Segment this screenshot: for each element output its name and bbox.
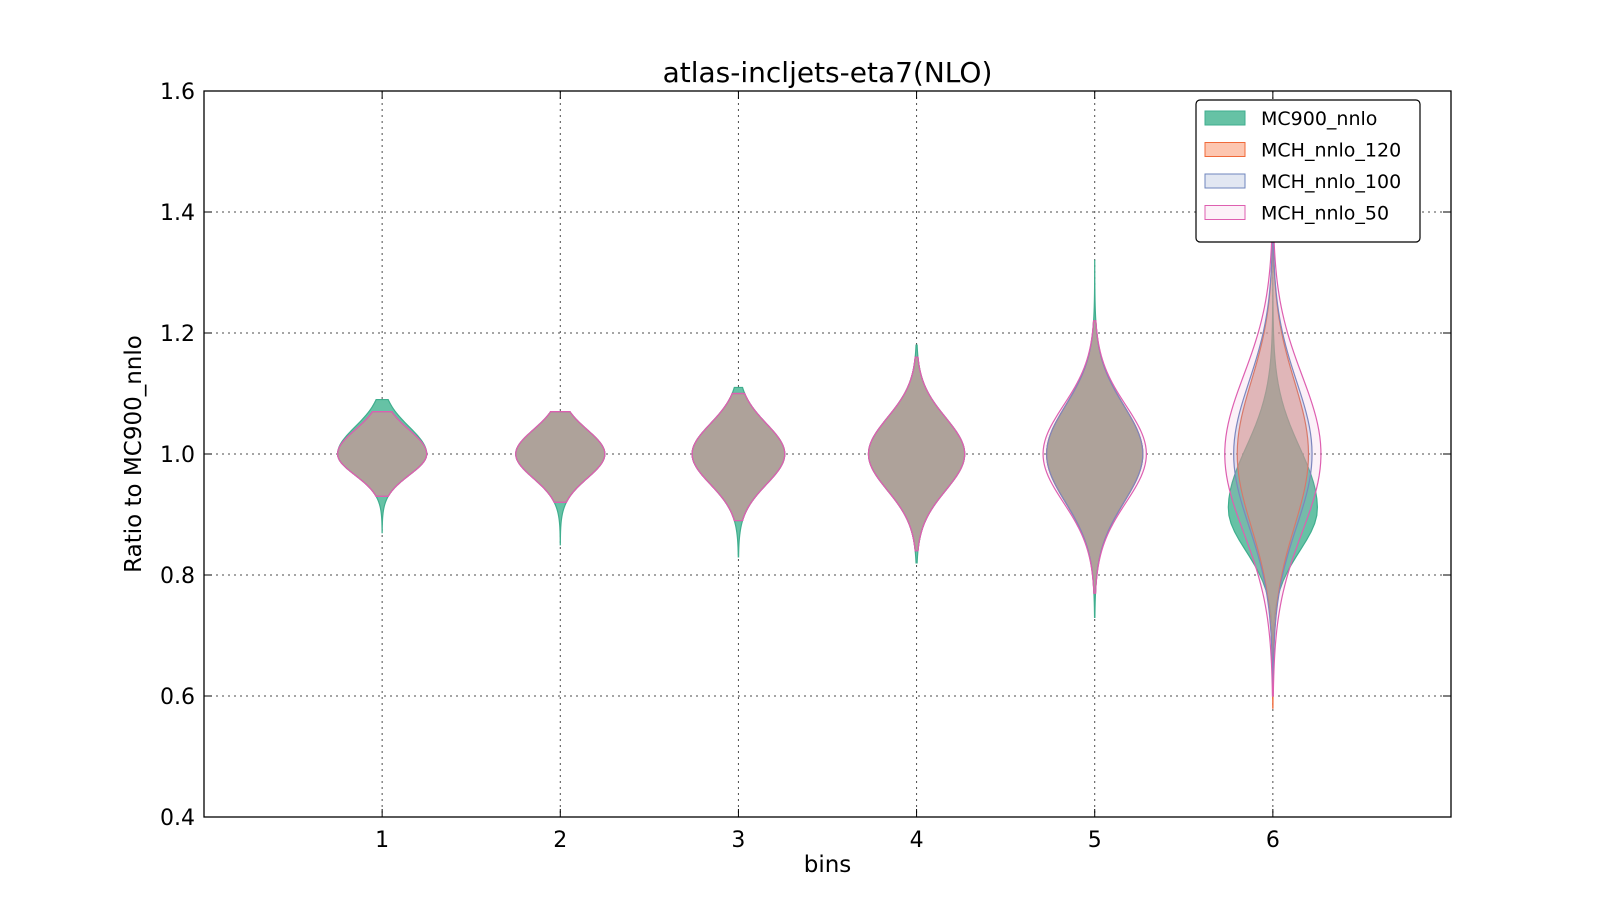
- legend-label-MC900_nnlo: MC900_nnlo: [1261, 108, 1377, 130]
- y-axis-label: Ratio to MC900_nnlo: [121, 335, 147, 573]
- y-tick-label-0.4: 0.4: [160, 806, 195, 831]
- x-tick-label-6: 6: [1266, 828, 1280, 853]
- legend-label-MCH_nnlo_50: MCH_nnlo_50: [1261, 203, 1389, 225]
- x-axis-label: bins: [804, 852, 852, 878]
- violin-MCH_nnlo_50-bin-5: [1042, 320, 1147, 594]
- legend-box: [1195, 99, 1421, 243]
- x-tick-label-5: 5: [1088, 828, 1102, 853]
- legend-swatch-MCH_nnlo_100: [1204, 173, 1246, 189]
- legend-swatch-MCH_nnlo_120: [1204, 142, 1246, 157]
- legend-swatch-MCH_nnlo_50: [1204, 205, 1246, 220]
- y-tick-label-1.6: 1.6: [160, 80, 195, 105]
- violin-MCH_nnlo_50-bin-3: [691, 392, 786, 522]
- violin-MCH_nnlo_50-bin-1: [337, 411, 428, 497]
- y-tick-label-1.4: 1.4: [160, 201, 195, 226]
- series-MCH_nnlo_50: [337, 241, 1322, 697]
- axis-ticks: 1 2 3 4 5 6 0.4 0.6 0.8 1.0 1.2 1.4 1.6: [160, 80, 1451, 853]
- violin-MCH_nnlo_50-bin-4: [867, 356, 966, 552]
- legend-label-MCH_nnlo_120: MCH_nnlo_120: [1261, 140, 1401, 162]
- y-tick-label-0.8: 0.8: [160, 564, 195, 589]
- legend-swatch-MC900_nnlo: [1204, 110, 1246, 126]
- violin-MCH_nnlo_50-bin-2: [515, 411, 606, 503]
- y-tick-label-0.6: 0.6: [160, 685, 195, 710]
- x-tick-label-1: 1: [375, 828, 389, 853]
- violin-layer: [337, 121, 1322, 709]
- legend: MC900_nnlo MCH_nnlo_120 MCH_nnlo_100 MCH_nn…: [1195, 99, 1421, 243]
- x-tick-label-2: 2: [553, 828, 567, 853]
- y-tick-label-1.2: 1.2: [160, 322, 195, 347]
- chart-title: atlas-incljets-eta7(NLO): [663, 56, 993, 89]
- x-tick-label-3: 3: [731, 828, 745, 853]
- x-tick-label-4: 4: [910, 828, 924, 853]
- y-tick-label-1.0: 1.0: [160, 443, 195, 468]
- legend-label-MCH_nnlo_100: MCH_nnlo_100: [1261, 171, 1401, 193]
